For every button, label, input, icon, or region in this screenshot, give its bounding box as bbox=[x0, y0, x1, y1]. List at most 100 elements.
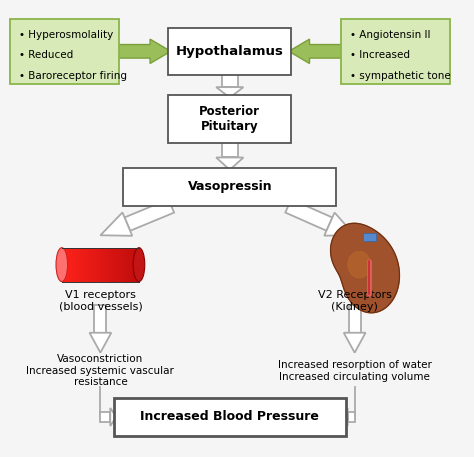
Bar bbox=[98, 248, 99, 282]
Bar bbox=[106, 248, 108, 282]
Text: • Angiotensin II: • Angiotensin II bbox=[350, 30, 430, 40]
Bar bbox=[72, 248, 73, 282]
Bar bbox=[77, 248, 79, 282]
Bar bbox=[86, 248, 87, 282]
Bar bbox=[78, 248, 80, 282]
Polygon shape bbox=[330, 223, 400, 313]
Bar bbox=[118, 248, 120, 282]
Bar bbox=[117, 248, 118, 282]
Polygon shape bbox=[349, 305, 361, 333]
Bar bbox=[125, 248, 126, 282]
Text: Hypothalamus: Hypothalamus bbox=[176, 45, 284, 58]
Bar bbox=[112, 248, 113, 282]
Polygon shape bbox=[348, 252, 370, 278]
Bar bbox=[91, 248, 93, 282]
Bar bbox=[84, 248, 85, 282]
FancyBboxPatch shape bbox=[168, 96, 291, 143]
Bar bbox=[95, 248, 96, 282]
Bar bbox=[100, 248, 101, 282]
Bar bbox=[73, 248, 75, 282]
Bar bbox=[132, 248, 134, 282]
Bar bbox=[115, 248, 116, 282]
Polygon shape bbox=[289, 39, 343, 64]
Text: Posterior
Pituitary: Posterior Pituitary bbox=[199, 105, 260, 133]
Text: • Baroreceptor firing: • Baroreceptor firing bbox=[18, 71, 127, 81]
Polygon shape bbox=[222, 140, 237, 158]
Bar bbox=[66, 248, 67, 282]
Bar bbox=[101, 248, 103, 282]
FancyBboxPatch shape bbox=[123, 168, 337, 206]
Bar bbox=[109, 248, 110, 282]
Bar bbox=[79, 248, 81, 282]
Bar bbox=[75, 248, 77, 282]
Polygon shape bbox=[347, 412, 355, 422]
Polygon shape bbox=[285, 199, 332, 231]
Text: V2 Receptors
(Kidney): V2 Receptors (Kidney) bbox=[318, 290, 392, 312]
Bar bbox=[107, 248, 109, 282]
Bar bbox=[64, 248, 65, 282]
Bar bbox=[137, 248, 138, 282]
Bar bbox=[73, 248, 74, 282]
Text: Vasopressin: Vasopressin bbox=[188, 180, 272, 193]
Bar bbox=[124, 248, 125, 282]
Bar bbox=[76, 248, 78, 282]
Bar bbox=[110, 248, 111, 282]
FancyBboxPatch shape bbox=[341, 19, 450, 84]
Bar bbox=[62, 248, 63, 282]
Bar bbox=[85, 248, 86, 282]
Bar bbox=[91, 248, 92, 282]
Bar bbox=[104, 248, 106, 282]
Text: Increased resorption of water
Increased circulating volume: Increased resorption of water Increased … bbox=[278, 360, 432, 382]
Bar bbox=[70, 248, 71, 282]
Ellipse shape bbox=[133, 248, 145, 282]
Bar bbox=[71, 248, 72, 282]
FancyBboxPatch shape bbox=[114, 398, 346, 436]
Bar bbox=[89, 248, 90, 282]
Bar bbox=[90, 248, 91, 282]
Text: • sympathetic tone: • sympathetic tone bbox=[350, 71, 451, 81]
Bar bbox=[105, 248, 107, 282]
Polygon shape bbox=[216, 87, 244, 98]
Bar bbox=[102, 248, 104, 282]
Bar bbox=[81, 248, 82, 282]
Text: Vasoconstriction
Increased systemic vascular
resistance: Vasoconstriction Increased systemic vasc… bbox=[27, 354, 174, 387]
Bar bbox=[68, 248, 69, 282]
Bar bbox=[96, 248, 97, 282]
Polygon shape bbox=[125, 199, 174, 231]
Text: V1 receptors
(blood vessels): V1 receptors (blood vessels) bbox=[58, 290, 142, 312]
Bar bbox=[126, 248, 127, 282]
Bar bbox=[133, 248, 135, 282]
Bar bbox=[120, 248, 121, 282]
Bar bbox=[99, 248, 100, 282]
Bar bbox=[122, 248, 123, 282]
Bar bbox=[118, 248, 119, 282]
Bar bbox=[135, 248, 137, 282]
Bar bbox=[63, 248, 64, 282]
Polygon shape bbox=[222, 73, 237, 87]
Bar bbox=[87, 248, 88, 282]
Text: • Increased: • Increased bbox=[350, 50, 410, 60]
FancyBboxPatch shape bbox=[9, 19, 119, 84]
Bar bbox=[103, 248, 105, 282]
Bar bbox=[82, 248, 83, 282]
Polygon shape bbox=[100, 412, 110, 422]
Bar bbox=[128, 248, 130, 282]
Bar bbox=[127, 248, 128, 282]
Text: • Reduced: • Reduced bbox=[18, 50, 73, 60]
Bar bbox=[74, 248, 76, 282]
Polygon shape bbox=[344, 333, 365, 353]
Bar bbox=[130, 248, 132, 282]
Polygon shape bbox=[110, 408, 116, 426]
Bar bbox=[116, 248, 117, 282]
Bar bbox=[80, 248, 82, 282]
Bar bbox=[108, 248, 109, 282]
Bar bbox=[363, 233, 375, 241]
Bar bbox=[134, 248, 136, 282]
Bar bbox=[128, 248, 129, 282]
Polygon shape bbox=[216, 158, 244, 170]
Polygon shape bbox=[94, 305, 106, 333]
Bar bbox=[131, 248, 133, 282]
Bar bbox=[136, 248, 137, 282]
Polygon shape bbox=[343, 408, 347, 426]
Bar bbox=[123, 248, 124, 282]
